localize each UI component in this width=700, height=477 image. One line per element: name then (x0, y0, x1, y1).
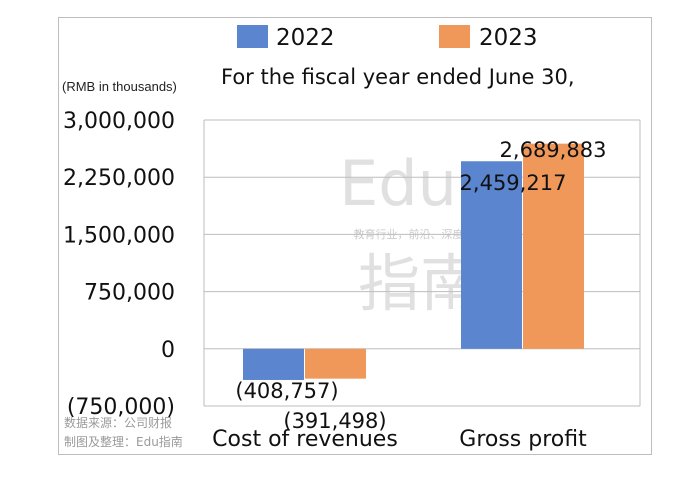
legend-label-2022: 2022 (276, 25, 335, 51)
data-label-2023-0: (391,498) (283, 409, 386, 433)
y-tick-label: (750,000) (67, 395, 175, 420)
category-label: Gross profit (459, 427, 587, 452)
watermark-latin: Edu (339, 147, 457, 220)
y-tick-label: 0 (161, 338, 175, 363)
bars (243, 143, 584, 380)
legend-label-2023: 2023 (479, 25, 538, 51)
data-label-2022-1: 2,459,217 (460, 171, 567, 195)
unit-label: (RMB in thousands) (62, 79, 177, 94)
bar-2023-1 (523, 143, 584, 349)
chart-subtitle: For the fiscal year ended June 30, (221, 65, 575, 89)
y-tick-label: 750,000 (84, 281, 175, 306)
data-labels: (408,757) (391,498) 2,459,217 2,689,883 (235, 138, 606, 433)
source-line-1: 数据来源：公司财报 (64, 415, 172, 430)
legend-swatch-2023 (439, 25, 470, 48)
y-tick-label: 1,500,000 (63, 223, 175, 248)
y-tick-label: 2,250,000 (63, 166, 175, 191)
data-label-2023-1: 2,689,883 (500, 138, 607, 162)
bar-2023-0 (305, 348, 366, 379)
y-axis-ticks: (750,000) 0 750,000 1,500,000 2,250,000 3,000… (63, 109, 175, 420)
bar-2022-0 (243, 348, 304, 380)
x-axis-categories: Cost of revenues Gross profit (212, 427, 587, 452)
bar-2022-1 (461, 161, 522, 349)
category-label: Cost of revenues (212, 427, 398, 452)
source-line-2: 制图及整理：Edu指南 (64, 434, 183, 449)
y-tick-label: 3,000,000 (63, 109, 175, 134)
legend: 2022 2023 (237, 25, 538, 51)
legend-swatch-2022 (237, 25, 268, 48)
data-label-2022-0: (408,757) (235, 379, 338, 403)
chart-frame (58, 17, 652, 455)
